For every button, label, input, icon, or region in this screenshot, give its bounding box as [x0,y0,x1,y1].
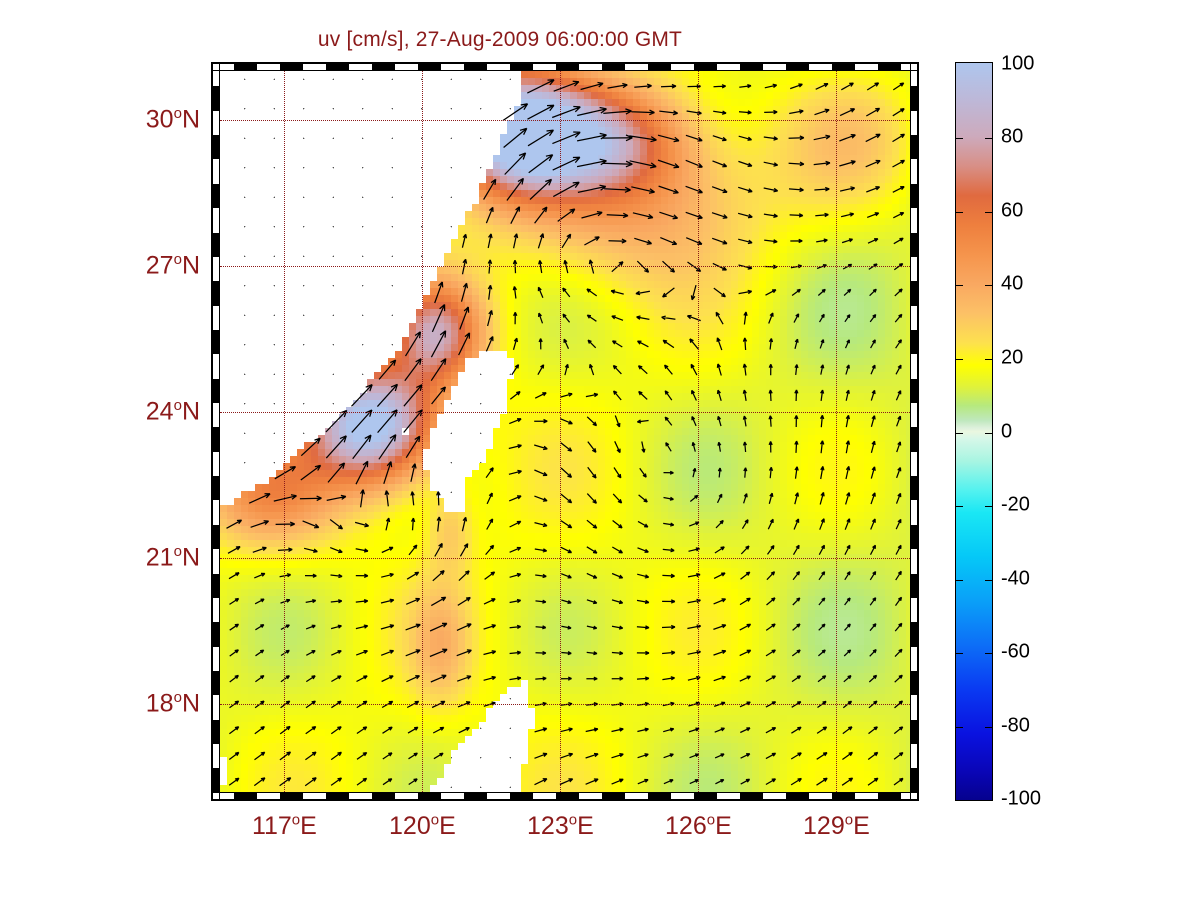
colorbar-tick [956,285,963,287]
colorbar-tick [985,579,992,581]
quiver-path [226,79,906,787]
colorbar-tick [956,579,963,581]
colorbar-label--80: -80 [1001,714,1030,737]
lon-tick-126: 126oE [665,811,732,840]
map-border-bottom [211,792,919,801]
current-vector-arrows [226,79,906,787]
page-title: uv [cm/s], 27-Aug-2009 06:00:00 GMT [317,28,683,51]
colorbar-label-0: 0 [1001,420,1013,442]
colorbar-tick [956,358,963,360]
colorbar-label-40: 40 [1001,272,1024,295]
lon-tick-123: 123oE [527,811,594,840]
colorbar-label-80: 80 [1001,125,1024,148]
colorbar-label--40: -40 [1001,567,1030,590]
colorbar-label--100: -100 [1001,787,1042,810]
map-axes [211,62,919,801]
map-border-right [910,62,919,801]
colorbar-label-60: 60 [1001,199,1024,222]
colorbar-tick [956,138,963,140]
colorbar-tick [956,211,963,213]
colorbar-tick [985,285,992,287]
colorbar-tick [985,358,992,360]
colorbar-tick [985,138,992,140]
colorbar-tick [985,432,992,434]
colorbar-tick [985,653,992,655]
map-border-top [211,62,919,71]
colorbar-tick [956,432,963,434]
map-border-left [211,62,220,801]
lat-tick-21: 21oN [145,543,200,572]
colorbar-tick [985,726,992,728]
colorbar-tick [956,653,963,655]
lon-tick-117: 117oE [251,811,317,840]
colorbar-tick [956,726,963,728]
colorbar-tick [985,506,992,508]
lat-tick-30: 30oN [145,104,200,134]
lon-tick-120: 120oE [389,811,456,840]
lat-tick-24: 24oN [145,397,200,426]
map-canvas-area [220,71,910,792]
colorbar-gradient [956,63,992,800]
lat-tick-27: 27oN [145,251,200,280]
colorbar [955,62,993,801]
colorbar-label--20: -20 [1001,493,1030,516]
colorbar-label-100: 100 [1001,52,1035,75]
current-speed-field [220,71,910,792]
colorbar-tick [956,506,963,508]
colorbar-label--60: -60 [1001,640,1030,663]
lon-tick-129: 129oE [803,811,870,840]
colorbar-tick [985,211,992,213]
colorbar-label-20: 20 [1001,346,1024,369]
lat-tick-18: 18oN [145,689,200,718]
